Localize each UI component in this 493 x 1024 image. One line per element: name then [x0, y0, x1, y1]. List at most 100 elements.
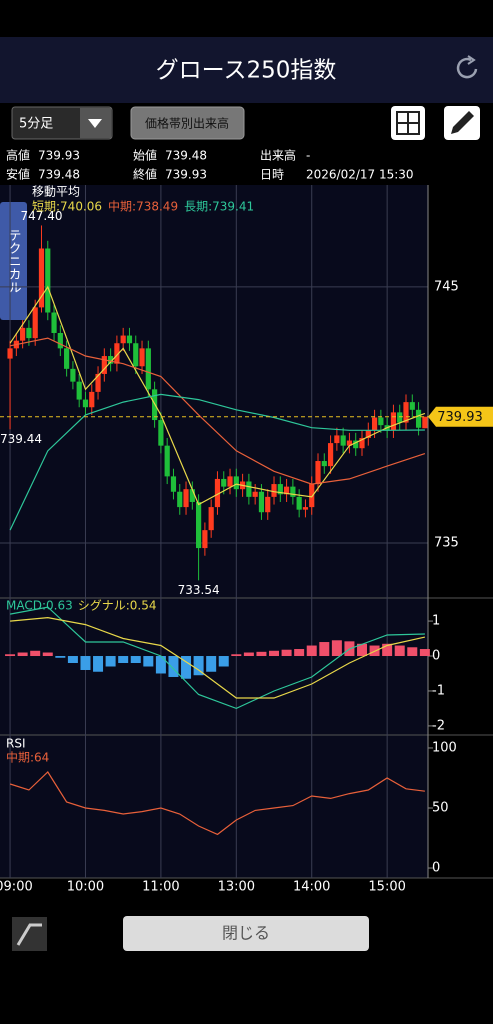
x-tick-label: 14:00 [293, 880, 330, 895]
candle-body [57, 332, 63, 349]
volume-button[interactable] [130, 106, 245, 140]
candle-body [403, 402, 409, 423]
histogram-bar [357, 643, 368, 657]
extreme-label: 747.40 [20, 209, 62, 223]
candle-body [38, 248, 45, 308]
histogram-bar [193, 656, 204, 676]
histogram-bar [218, 656, 229, 667]
last-price-label: 739.93 [437, 410, 483, 425]
candle-body [221, 478, 227, 487]
candle-body [315, 461, 321, 485]
x-tick-label: 13:00 [218, 880, 255, 895]
histogram-bar [256, 651, 267, 657]
candle-body [327, 443, 334, 467]
histogram-bar [281, 649, 292, 657]
info-text: 安値 [6, 167, 30, 182]
last-price-tag [428, 406, 493, 427]
candle-body [20, 327, 26, 341]
chart-area [0, 185, 428, 878]
indicator-title: 移動平均 [32, 185, 80, 199]
close-button[interactable] [123, 916, 369, 951]
candle-body [133, 343, 139, 367]
candle-body [164, 445, 170, 477]
candle-body [183, 489, 189, 508]
info-text: 高値 [6, 148, 30, 163]
technical-tab[interactable] [0, 202, 27, 320]
candle-body [422, 416, 428, 429]
histogram-bar [419, 649, 430, 657]
candle-body [334, 435, 340, 444]
refresh-icon[interactable] [456, 55, 478, 79]
candle-body [126, 335, 133, 344]
x-tick-label: 11:00 [142, 880, 179, 895]
candle-body [120, 335, 126, 344]
info-text: 739.93 [38, 149, 80, 163]
indicator-line [9, 771, 425, 836]
candle-body [353, 440, 359, 449]
legend-entry: 中期:64 [6, 750, 49, 765]
rotate-icon[interactable] [12, 917, 47, 951]
candle-body [64, 348, 70, 369]
candle-body [397, 412, 403, 423]
histogram-bar [17, 652, 28, 657]
layout-icon[interactable] [391, 106, 425, 140]
candle-body [26, 327, 32, 339]
legend-entry: 中期:738.49 [108, 199, 178, 214]
histogram-bar [105, 656, 116, 667]
y-tick-label: 50 [432, 801, 449, 816]
candle-body [283, 486, 290, 495]
y-tick-label: 735 [434, 535, 459, 550]
extreme-label: 733.54 [178, 583, 220, 597]
histogram-bar [231, 654, 242, 657]
histogram-bar [155, 656, 166, 674]
legend-entry: MACD:0.63 [6, 599, 73, 613]
candle-body [32, 307, 38, 339]
candle-body [409, 402, 415, 410]
candle-body [252, 491, 258, 497]
candle-body [271, 484, 277, 497]
candle-body [302, 507, 309, 510]
page-title: グロース250指数 [156, 58, 337, 84]
indicator-line [9, 606, 425, 710]
close-button-label: 閉じる [222, 924, 270, 943]
period-label: 5分足 [19, 117, 53, 132]
histogram-bar [80, 656, 91, 670]
y-tick-label: -2 [432, 718, 445, 733]
histogram-bar [294, 649, 305, 657]
candle-body [359, 437, 365, 449]
candle-body [101, 356, 107, 374]
period-dropdown[interactable] [11, 106, 113, 140]
candle-body [265, 496, 271, 513]
status-bar [0, 0, 493, 37]
histogram-bar [93, 656, 104, 672]
candle-body [51, 312, 57, 333]
candle-body [309, 484, 315, 508]
candle-body [296, 496, 302, 510]
candle-body [196, 501, 202, 549]
candle-body [82, 399, 89, 408]
legend-entry: シグナル:0.54 [78, 599, 157, 613]
candle-body [114, 343, 120, 364]
candle-body [145, 348, 151, 390]
draw-icon[interactable] [444, 106, 480, 140]
histogram-bar [394, 645, 405, 657]
histogram-bar [407, 647, 418, 657]
candle-body [346, 440, 353, 446]
candle-body [371, 417, 378, 431]
volume-button-label: 価格帯別出来高 [145, 116, 229, 131]
legend-entry: 長期:739.41 [184, 200, 254, 214]
candle-body [202, 530, 208, 549]
histogram-bar [319, 642, 330, 657]
x-tick-label: 09:00 [0, 880, 33, 895]
candle-body [214, 478, 221, 508]
candle-body [170, 476, 177, 492]
y-tick-label: -1 [432, 683, 445, 698]
candle-body [246, 481, 252, 497]
candle-body [45, 248, 51, 313]
indicator-line [9, 393, 425, 531]
candle-body [390, 412, 397, 431]
info-text: - [306, 149, 310, 163]
candle-body [177, 491, 183, 508]
histogram-bar [55, 656, 66, 658]
info-text: 終値 [133, 167, 157, 182]
